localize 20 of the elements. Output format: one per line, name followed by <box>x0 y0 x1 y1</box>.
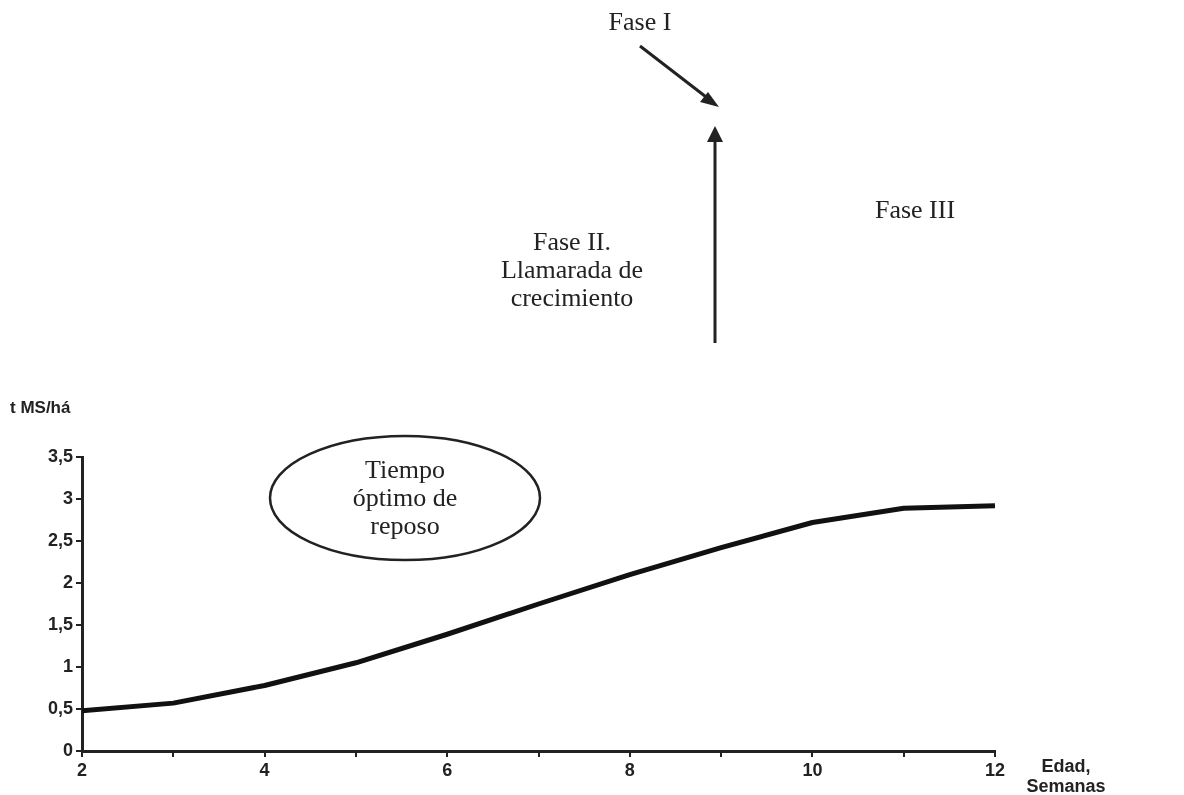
x-tick-label: 4 <box>259 759 270 780</box>
text: Fase II. Llamarada de crecimiento <box>499 227 645 312</box>
text: Fase I <box>607 7 673 36</box>
annotation: Tiempo óptimo de reposo <box>351 455 459 540</box>
x-tick-label: 8 <box>624 759 635 780</box>
y-tick-label: 3,5 <box>47 445 73 466</box>
y-tick-label: 1 <box>62 655 73 676</box>
x-axis-title: Edad, Semanas <box>1025 756 1107 795</box>
y-tick-label: 0 <box>62 739 73 760</box>
x-tick-label: 6 <box>442 759 453 780</box>
y-tick-label: 2,5 <box>47 529 73 550</box>
x-tick-label: 12 <box>984 759 1006 780</box>
text: Fase III <box>873 195 957 224</box>
y-tick-label: 2 <box>62 571 73 592</box>
y-axis-title: t MS/há <box>10 398 71 418</box>
x-tick-label: 10 <box>802 759 823 780</box>
y-tick-label: 0,5 <box>47 697 73 718</box>
y-tick-label: 1,5 <box>47 613 73 634</box>
x-tick-label: 2 <box>76 759 88 780</box>
y-tick-label: 3 <box>62 487 73 508</box>
